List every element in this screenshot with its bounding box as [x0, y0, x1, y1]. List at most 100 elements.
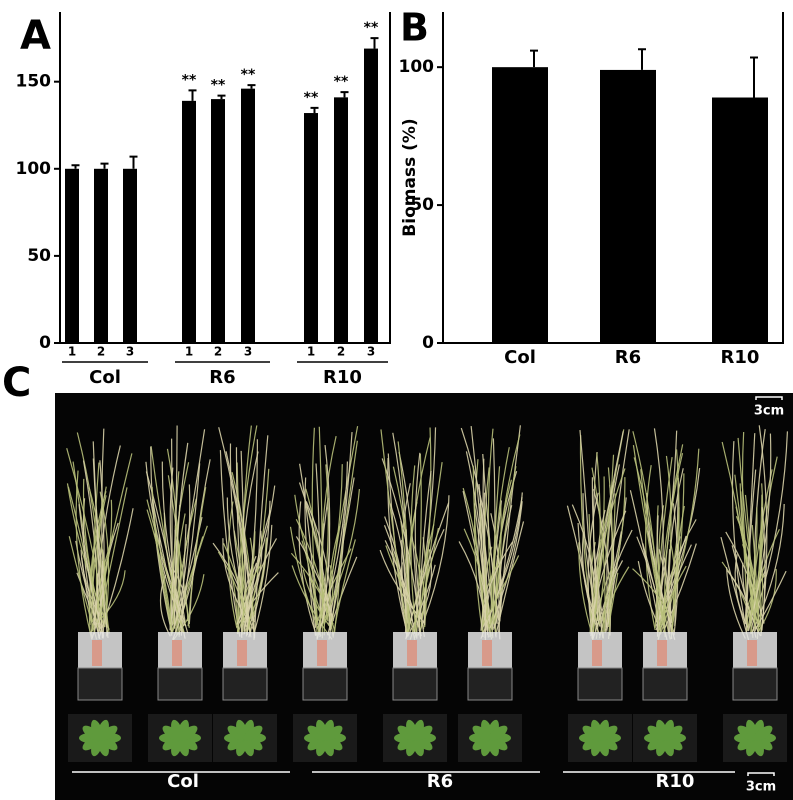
plant-stem — [662, 543, 697, 633]
pot-tag — [482, 640, 492, 666]
plant-stem — [317, 464, 329, 636]
bar — [182, 100, 196, 343]
bar — [334, 97, 348, 343]
plant-stem — [318, 426, 324, 639]
plant-stem — [218, 427, 256, 637]
plant-stem — [305, 501, 332, 625]
bar — [364, 48, 378, 344]
plant-stem — [605, 429, 630, 628]
x-tick-label: 3 — [126, 345, 134, 359]
plant-stem — [66, 483, 110, 630]
y-axis-label: Biomass (%) — [400, 118, 420, 236]
plant-stem — [492, 447, 510, 625]
bar — [600, 69, 656, 344]
plant-stem — [146, 509, 173, 631]
plant-stem — [757, 456, 778, 621]
plant-stem — [731, 441, 746, 625]
plant-stem — [579, 429, 595, 626]
plant-stem — [658, 519, 697, 631]
plant-stem — [645, 465, 656, 631]
plant-stem — [302, 569, 331, 628]
plant-stem — [495, 521, 525, 637]
plant-stem — [66, 448, 109, 635]
pot — [732, 667, 778, 701]
plant-stem — [606, 464, 620, 624]
plant-stem — [98, 508, 134, 639]
plant-stem — [304, 477, 318, 623]
error-bar — [71, 164, 80, 169]
plant-stem — [489, 466, 501, 638]
rosette-leaf — [243, 725, 263, 741]
plant-stem — [414, 452, 425, 637]
plant-stem — [243, 538, 278, 635]
x-tick-label: R10 — [721, 347, 760, 368]
plant-stem — [298, 501, 317, 636]
pot — [77, 667, 123, 701]
pot-tag — [237, 640, 247, 666]
group-label: R10 — [323, 367, 362, 388]
plant-stem — [229, 443, 251, 634]
pot-tag — [657, 640, 667, 666]
bar — [712, 97, 768, 343]
bar — [65, 168, 79, 343]
pot — [577, 667, 623, 701]
plant-stem — [480, 541, 514, 631]
plant-stem — [237, 562, 248, 628]
y-tick-label: 0 — [39, 333, 51, 353]
plant-stem — [242, 564, 262, 622]
significance-label: ** — [211, 78, 226, 94]
plant-stem — [595, 454, 615, 639]
plant-stem — [607, 467, 613, 640]
plant-stem — [737, 437, 761, 626]
plant-stem — [671, 505, 685, 627]
plant-stem — [647, 530, 676, 640]
x-tick-label: 2 — [97, 345, 105, 359]
plant-stem — [289, 526, 322, 637]
plant-stem — [169, 462, 190, 621]
plant-photo — [66, 396, 789, 776]
rosette-leaf — [488, 725, 508, 741]
y-tick-label: 100 — [16, 159, 52, 179]
rosette-leaf — [178, 725, 198, 741]
rosette-leaf — [413, 725, 433, 741]
plant-stem — [240, 450, 249, 635]
plant-stem — [746, 507, 758, 622]
plant-stem — [324, 565, 334, 624]
plant-stem — [290, 552, 336, 631]
photo-group-label: R6 — [427, 771, 453, 792]
panel-label: A — [20, 13, 51, 59]
x-tick-label: 3 — [244, 345, 252, 359]
x-tick-label: 1 — [307, 345, 315, 359]
plant-stem — [660, 455, 672, 623]
plant-stem — [298, 482, 332, 625]
plant-stem — [219, 450, 241, 637]
plant-stem — [151, 499, 180, 623]
plant-stem — [82, 478, 105, 628]
y-tick-label: 100 — [399, 57, 435, 77]
plant-stem — [245, 468, 270, 637]
bar — [123, 168, 137, 343]
plant-stem — [236, 572, 279, 628]
error-bar — [217, 94, 226, 100]
x-tick-label: 1 — [185, 345, 193, 359]
plant-stem — [591, 467, 606, 632]
plant-stem — [482, 453, 500, 621]
plant-stem — [409, 527, 440, 640]
pot-tag — [407, 640, 417, 666]
plant-stem — [480, 496, 523, 639]
pot-tag — [747, 640, 757, 666]
scale-bar — [755, 396, 783, 400]
error-bar — [188, 89, 197, 101]
plant-stem — [299, 463, 317, 628]
y-tick-label: 50 — [410, 195, 434, 215]
rosette-leaf — [598, 725, 618, 741]
significance-label: ** — [182, 72, 197, 88]
rosette-leaf — [753, 725, 773, 741]
group-label: Col — [89, 367, 121, 388]
plant-stem — [174, 484, 191, 626]
plant-stem — [228, 564, 238, 626]
plant-stem — [401, 483, 411, 623]
plant-stem — [734, 554, 749, 628]
plant-stem — [410, 465, 418, 638]
pot — [392, 667, 438, 701]
